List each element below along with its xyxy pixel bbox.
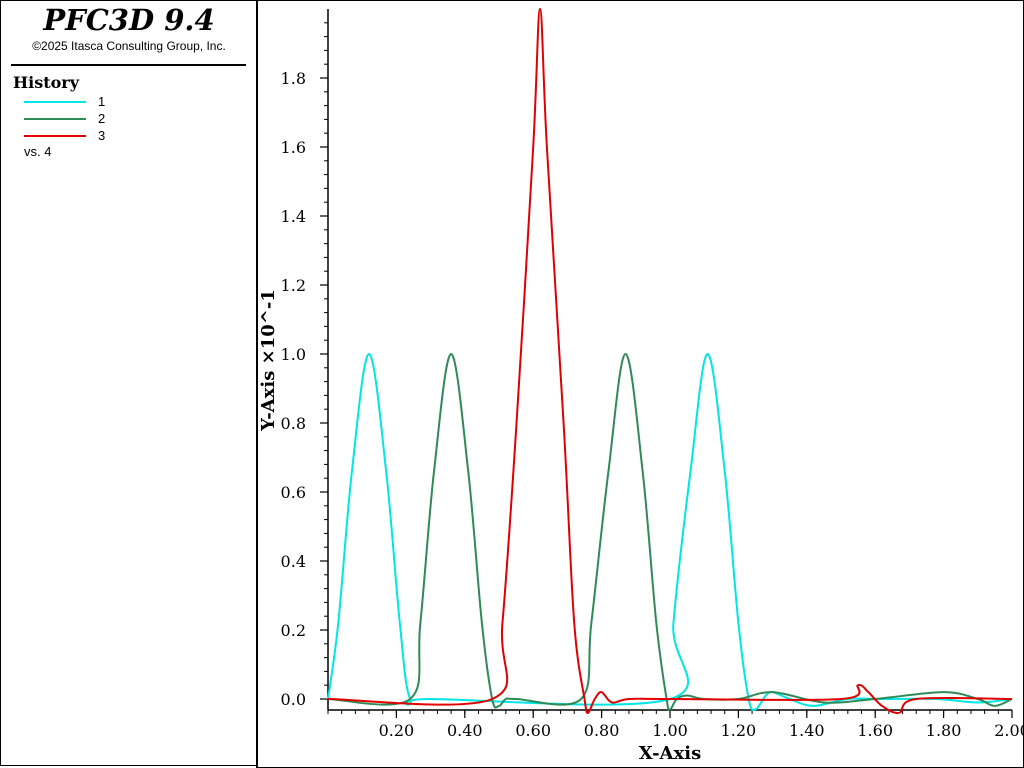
copyright-text: ©2025 Itasca Consulting Group, Inc. [32, 39, 226, 53]
y-tick-label: 1.2 [281, 276, 306, 295]
legend-swatch-2 [24, 118, 86, 120]
x-axis-title: X-Axis [639, 743, 701, 764]
legend-swatch-3 [24, 135, 86, 137]
y-axis-title: Y-Axis ×10^-1 [258, 289, 279, 432]
y-tick-label: 1.6 [281, 138, 306, 157]
series-line-2 [327, 352, 1013, 711]
legend-divider [11, 64, 246, 66]
legend-vs-label: vs. 4 [24, 144, 52, 159]
app-title: PFC3D 9.4 [43, 3, 215, 37]
x-tick-label: 0.20 [379, 721, 415, 740]
x-tick-label: 2.00 [994, 721, 1024, 740]
series-line-3 [327, 7, 1013, 714]
x-tick-label: 1.00 [652, 721, 688, 740]
legend-entry-1: 1 [24, 94, 224, 110]
x-tick-label: 1.60 [857, 721, 893, 740]
y-tick-label: 0.2 [281, 621, 306, 640]
y-tick-label: 1.4 [281, 207, 306, 226]
y-tick-label: 0.8 [281, 414, 306, 433]
y-tick-label: 0.0 [281, 690, 306, 709]
y-tick-label: 1.8 [281, 69, 306, 88]
x-tick-label: 1.20 [721, 721, 757, 740]
x-tick-label: 0.80 [584, 721, 620, 740]
series-line-1 [327, 352, 1013, 712]
legend-label-3: 3 [98, 128, 106, 143]
legend-entry-2: 2 [24, 111, 224, 127]
x-tick-label: 1.40 [789, 721, 825, 740]
x-tick-label: 0.60 [515, 721, 551, 740]
x-tick-label: 0.40 [447, 721, 483, 740]
legend-entry-3: 3 [24, 128, 224, 144]
legend-label-2: 2 [98, 111, 106, 126]
legend-panel: PFC3D 9.4 ©2025 Itasca Consulting Group,… [0, 0, 256, 766]
legend-label-1: 1 [98, 94, 106, 109]
x-tick-label: 1.80 [926, 721, 962, 740]
y-tick-label: 1.0 [281, 345, 306, 364]
y-tick-label: 0.6 [281, 483, 306, 502]
legend-title: History [13, 73, 79, 92]
legend-swatch-1 [24, 101, 86, 103]
y-tick-label: 0.4 [281, 552, 306, 571]
